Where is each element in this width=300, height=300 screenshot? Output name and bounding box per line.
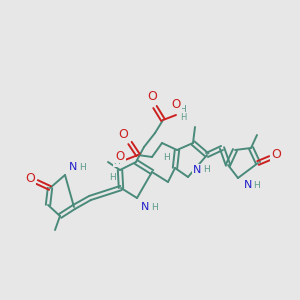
Text: O: O (171, 98, 181, 112)
Text: H: H (79, 163, 86, 172)
Text: H: H (164, 154, 170, 163)
Text: H: H (151, 202, 158, 211)
Text: O: O (25, 172, 35, 184)
Text: H: H (180, 113, 186, 122)
Text: O: O (118, 128, 128, 142)
Text: O: O (147, 89, 157, 103)
Text: H: H (109, 173, 116, 182)
Text: N: N (244, 180, 252, 190)
Text: H: H (180, 106, 186, 115)
Text: O: O (271, 148, 281, 161)
Text: H: H (202, 166, 209, 175)
Text: O: O (116, 149, 124, 163)
Text: H: H (254, 181, 260, 190)
Text: H: H (114, 158, 120, 166)
Text: N: N (69, 162, 77, 172)
Text: N: N (193, 165, 201, 175)
Text: N: N (141, 202, 149, 212)
Text: O: O (147, 91, 157, 103)
